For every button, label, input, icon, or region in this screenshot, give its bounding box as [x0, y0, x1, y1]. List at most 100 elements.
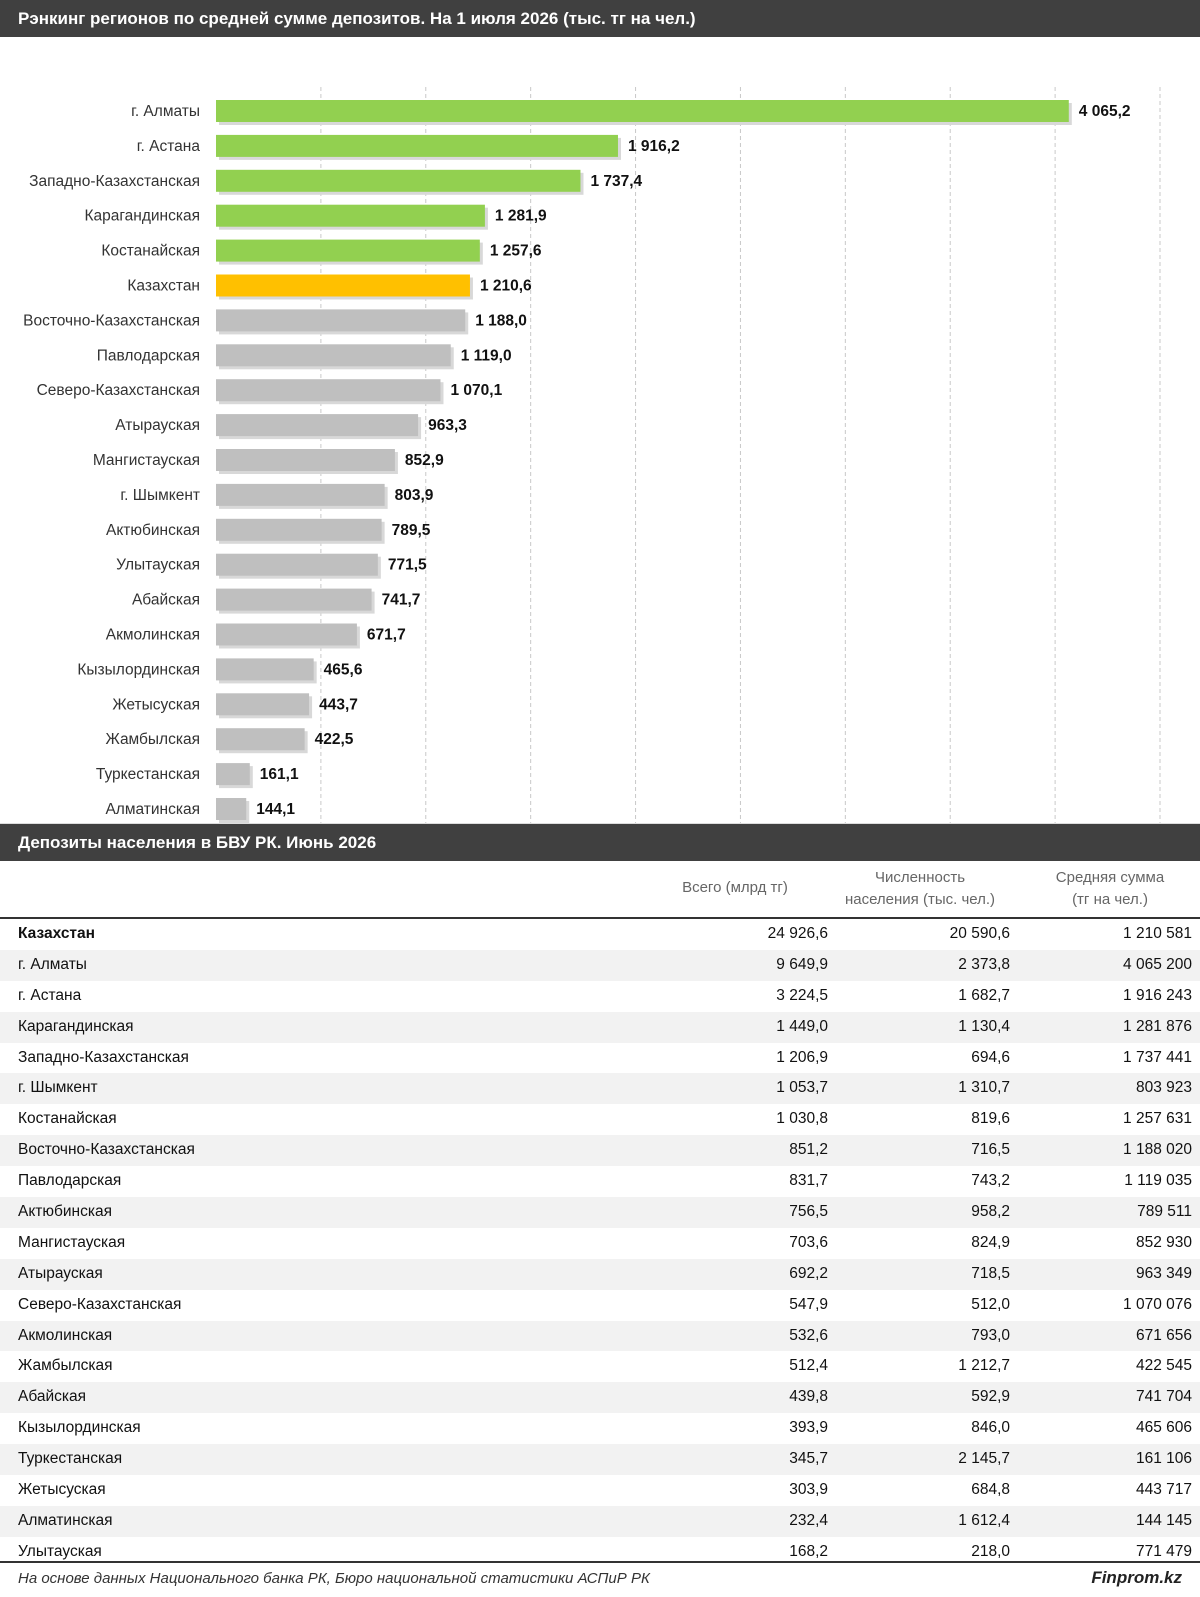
table-row: Восточно-Казахстанская 851,2 716,5 1 188 02…: [0, 1135, 1200, 1167]
population-cell: 1 682,7: [958, 986, 1010, 1004]
average-cell: 1 281 876: [1123, 1017, 1192, 1035]
population-cell: 694,6: [971, 1048, 1010, 1066]
table-row: Улытауская 168,2 218,0 771 479: [0, 1537, 1200, 1568]
category-label: Алматинская: [105, 801, 200, 818]
population-cell: 819,6: [971, 1110, 1010, 1128]
category-label: Туркестанская: [96, 766, 200, 783]
region-name: Северо-Казахстанская: [18, 1295, 182, 1313]
category-label: Западно-Казахстанская: [29, 173, 200, 190]
source-note: На основе данных Национального банка РК,…: [18, 1570, 650, 1587]
region-name: Акмолинская: [18, 1326, 113, 1344]
category-label: Северо-Казахстанская: [37, 382, 200, 399]
region-name: г. Астана: [18, 986, 82, 1004]
average-cell: 789 511: [1137, 1203, 1192, 1221]
bar-8: [216, 379, 441, 402]
region-name: г. Алматы: [18, 955, 87, 973]
average-cell: 1 119 035: [1124, 1172, 1192, 1190]
table-row: Актюбинская 756,5 958,2 789 511: [0, 1197, 1200, 1228]
bar-9: [216, 414, 419, 437]
data-label: 161,1: [260, 766, 299, 783]
bar-10: [216, 449, 395, 471]
footer: На основе данных Национального банка РК,…: [0, 1561, 1200, 1597]
table-row: Жамбылская 512,4 1 212,7 422 545: [0, 1351, 1200, 1382]
bar-4: [216, 239, 480, 262]
category-label: Восточно-Казахстанская: [23, 312, 200, 329]
category-label: г. Шымкент: [120, 487, 200, 504]
region-name: Павлодарская: [18, 1172, 122, 1190]
region-name: Кызылординская: [18, 1419, 141, 1437]
average-cell: 443 717: [1135, 1481, 1192, 1499]
region-name: Мангистауская: [18, 1233, 126, 1251]
bar-17: [216, 693, 310, 716]
category-label: г. Алматы: [131, 103, 200, 120]
total-cell: 9 649,9: [776, 955, 828, 973]
region-name: Казахстан: [18, 925, 96, 942]
data-label: 771,5: [388, 557, 427, 574]
data-label: 1 257,6: [490, 243, 542, 260]
average-cell: 1 257 631: [1123, 1110, 1192, 1128]
population-cell: 1 612,4: [958, 1511, 1010, 1529]
data-label: 465,6: [324, 661, 363, 678]
data-label: 741,7: [382, 592, 421, 609]
population-cell: 846,0: [971, 1419, 1010, 1437]
region-name: Восточно-Казахстанская: [18, 1141, 195, 1159]
bar-11: [216, 483, 385, 506]
bar-14: [216, 588, 372, 611]
data-label: 789,5: [392, 522, 431, 539]
data-label: 803,9: [395, 487, 434, 504]
total-cell: 703,6: [789, 1233, 828, 1251]
category-label: Павлодарская: [97, 347, 200, 364]
bar-5: [216, 274, 470, 297]
population-cell: 20 590,6: [949, 925, 1010, 942]
average-cell: 144 145: [1135, 1511, 1192, 1529]
population-cell: 2 145,7: [958, 1450, 1010, 1468]
data-label: 4 065,2: [1079, 103, 1131, 120]
total-cell: 1 030,8: [776, 1110, 828, 1128]
average-cell: 1 737 441: [1123, 1048, 1192, 1066]
region-name: Туркестанская: [18, 1450, 123, 1468]
bar-6: [216, 309, 466, 332]
total-cell: 345,7: [789, 1450, 828, 1468]
data-label: 1 737,4: [590, 173, 642, 190]
total-cell: 393,9: [789, 1419, 828, 1437]
data-label: 422,5: [315, 731, 354, 748]
bar-1: [216, 134, 618, 157]
population-cell: 793,0: [971, 1326, 1010, 1344]
region-name: Карагандинская: [18, 1017, 134, 1035]
table-row: Жетысуская 303,9 684,8 443 717: [0, 1475, 1200, 1506]
average-cell: 1 070 076: [1123, 1295, 1192, 1313]
data-label: 1 916,2: [628, 138, 680, 155]
population-cell: 1 130,4: [958, 1017, 1010, 1035]
data-label: 1 070,1: [450, 382, 502, 399]
category-label: Улытауская: [116, 557, 200, 574]
table-row: Западно-Казахстанская 1 206,9 694,6 1 737 4…: [0, 1043, 1200, 1074]
total-cell: 439,8: [789, 1388, 828, 1406]
average-cell: 771 479: [1135, 1542, 1192, 1560]
category-label: Жетысуская: [112, 696, 200, 713]
bar-15: [216, 623, 357, 646]
bar-chart-svg: г. Алматы 4 065,2 г. Астана 1 916,2 Западно-…: [23, 87, 1161, 823]
population-cell: 1 212,7: [958, 1357, 1010, 1375]
total-cell: 168,2: [789, 1542, 828, 1560]
table-body: Казахстан 24 926,6 20 590,6 1 210 581 г. Алм…: [0, 919, 1200, 1568]
total-cell: 547,9: [789, 1295, 828, 1313]
data-label: 1 281,9: [495, 208, 547, 225]
total-cell: 851,2: [789, 1141, 828, 1159]
total-cell: 1 053,7: [776, 1079, 828, 1097]
category-label: Кызылординская: [77, 661, 200, 678]
bar-18: [216, 728, 305, 751]
region-name: Алматинская: [18, 1511, 113, 1529]
category-label: г. Астана: [137, 138, 201, 155]
total-cell: 831,7: [789, 1172, 828, 1190]
bar-19: [216, 763, 250, 786]
table-row: г. Алматы 9 649,9 2 373,8 4 065 200: [0, 949, 1200, 981]
average-cell: 963 349: [1135, 1264, 1192, 1282]
average-cell: 161 106: [1135, 1450, 1192, 1468]
table-row: Павлодарская 831,7 743,2 1 119 035: [0, 1166, 1200, 1197]
population-cell: 958,2: [971, 1203, 1010, 1221]
table-row: Туркестанская 345,7 2 145,7 161 106: [0, 1444, 1200, 1476]
total-cell: 512,4: [789, 1357, 828, 1375]
table-row: г. Астана 3 224,5 1 682,7 1 916 243: [0, 981, 1200, 1012]
deposits-table: Всего (млрд тг) Численность населения (т…: [0, 861, 1200, 1568]
table-row: Атырауская 692,2 718,5 963 349: [0, 1258, 1200, 1290]
